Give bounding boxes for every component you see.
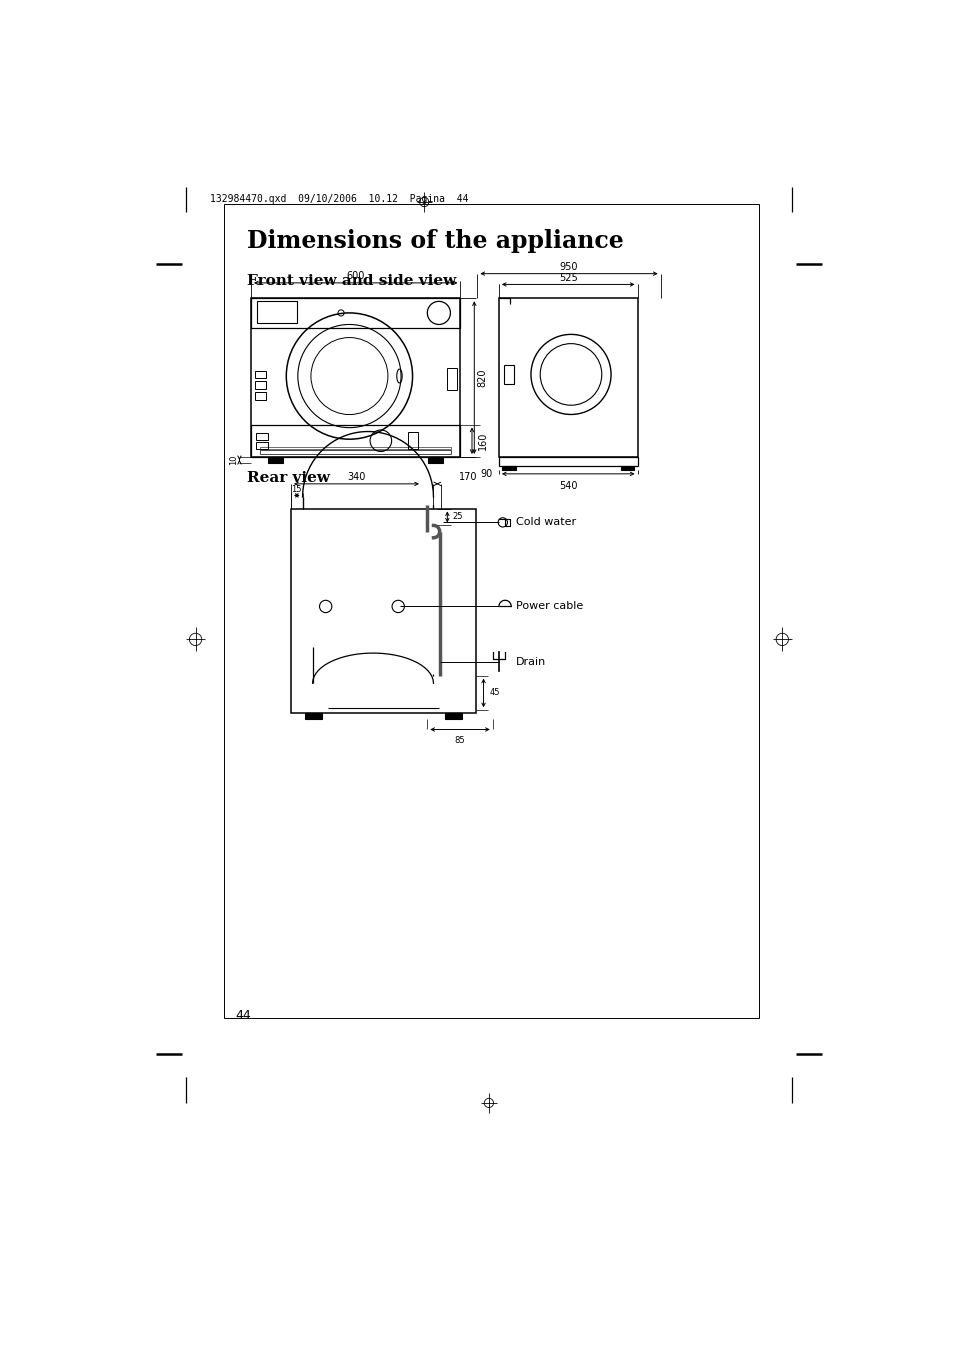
Text: 820: 820 bbox=[476, 369, 486, 387]
Bar bbox=[254, 382, 265, 389]
Bar bbox=[504, 366, 513, 383]
Text: Drain: Drain bbox=[516, 656, 545, 667]
Bar bbox=[498, 298, 637, 456]
Text: 600: 600 bbox=[346, 271, 364, 281]
Text: 950: 950 bbox=[559, 262, 578, 271]
Bar bbox=[251, 298, 460, 456]
Bar bbox=[257, 301, 297, 323]
Bar bbox=[305, 713, 321, 720]
Text: 45: 45 bbox=[489, 688, 499, 698]
Text: 85: 85 bbox=[454, 736, 464, 745]
Text: Dimensions of the appliance: Dimensions of the appliance bbox=[247, 228, 623, 252]
Bar bbox=[428, 456, 443, 463]
Bar bbox=[498, 456, 637, 466]
Bar bbox=[251, 298, 460, 328]
Bar bbox=[408, 432, 417, 450]
Bar bbox=[251, 424, 460, 456]
Text: 90: 90 bbox=[480, 468, 493, 479]
Text: 15: 15 bbox=[291, 485, 301, 494]
Text: 132984470.qxd  09/10/2006  10.12  Pagina  44: 132984470.qxd 09/10/2006 10.12 Pagina 44 bbox=[210, 194, 468, 204]
Text: 170: 170 bbox=[458, 472, 476, 482]
Text: 160: 160 bbox=[477, 432, 488, 450]
Bar bbox=[260, 450, 451, 454]
Bar bbox=[254, 393, 265, 400]
Bar bbox=[254, 371, 265, 378]
Text: 340: 340 bbox=[347, 472, 365, 482]
Bar bbox=[255, 443, 268, 450]
Text: Front view and side view: Front view and side view bbox=[247, 274, 456, 288]
Bar bbox=[255, 433, 268, 440]
Text: 540: 540 bbox=[558, 481, 577, 491]
Bar bbox=[444, 713, 461, 720]
Text: 10: 10 bbox=[229, 455, 237, 466]
Bar bbox=[446, 369, 456, 390]
Bar bbox=[260, 447, 451, 448]
Text: Rear view: Rear view bbox=[247, 471, 330, 485]
Text: 44: 44 bbox=[235, 1008, 251, 1022]
Text: Power cable: Power cable bbox=[516, 602, 582, 612]
Bar bbox=[501, 466, 516, 470]
Bar bbox=[268, 456, 283, 463]
Text: 25: 25 bbox=[452, 513, 462, 521]
Text: 525: 525 bbox=[558, 273, 577, 282]
Bar bbox=[620, 466, 634, 470]
Bar bbox=[224, 204, 759, 1018]
Bar bbox=[291, 509, 476, 713]
Text: Cold water: Cold water bbox=[516, 517, 576, 528]
